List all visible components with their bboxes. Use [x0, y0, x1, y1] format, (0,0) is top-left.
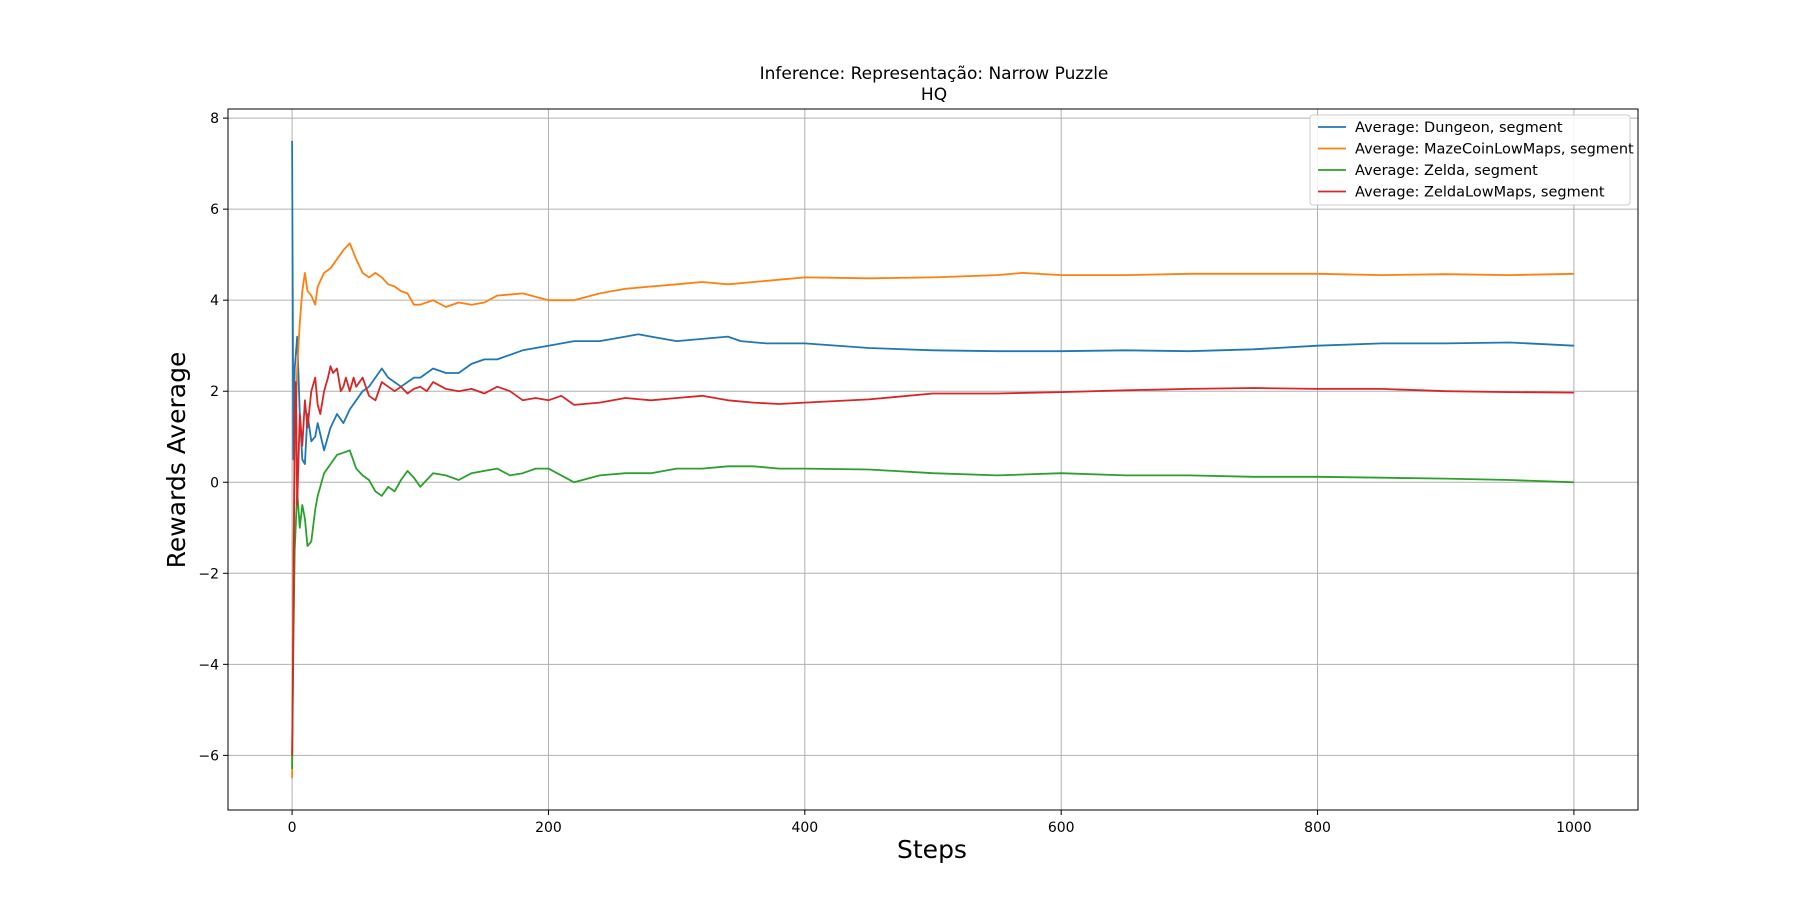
- y-tick-label: 0: [210, 475, 219, 491]
- y-tick-label: −4: [198, 657, 219, 673]
- chart-title-line2: HQ: [921, 85, 947, 105]
- grid-layer: [228, 109, 1638, 810]
- legend-entry-label: Average: ZeldaLowMaps, segment: [1355, 185, 1605, 201]
- y-tick-label: −2: [198, 566, 219, 582]
- chart-title-line1: Inference: Representação: Narrow Puzzle: [760, 64, 1109, 84]
- plot-frame: [227, 108, 1639, 811]
- x-tick-label: 0: [288, 820, 297, 836]
- x-axis-label: Steps: [897, 835, 967, 864]
- series-line-1: [291, 140, 1574, 466]
- y-tick-label: 2: [210, 384, 219, 400]
- y-tick-label: −6: [198, 748, 219, 764]
- series-layer: [291, 140, 1574, 779]
- series-line-4: [291, 365, 1574, 756]
- tick-layer: 0 200 400 600 800 1000 −6 −4 −2 0 2 4 6 8: [198, 111, 1591, 836]
- x-tick-label: 600: [1048, 820, 1075, 836]
- x-tick-label: 400: [791, 820, 818, 836]
- legend-entry-label: Average: Zelda, segment: [1355, 163, 1538, 179]
- legend: Average: Dungeon, segment Average: MazeCo…: [1309, 114, 1634, 206]
- legend-entry-label: Average: Dungeon, segment: [1355, 120, 1563, 136]
- series-line-3: [291, 449, 1574, 770]
- x-tick-label: 1000: [1556, 820, 1592, 836]
- series-line-2: [291, 242, 1574, 779]
- legend-items: Average: Dungeon, segment Average: MazeCo…: [1318, 120, 1634, 201]
- y-tick-label: 8: [210, 111, 219, 127]
- x-tick-label: 800: [1304, 820, 1331, 836]
- y-tick-label: 4: [210, 293, 219, 309]
- legend-entry-label: Average: MazeCoinLowMaps, segment: [1355, 142, 1634, 158]
- y-tick-label: 6: [210, 202, 219, 218]
- x-tick-label: 200: [535, 820, 562, 836]
- y-axis-label: Rewards Average: [162, 352, 191, 569]
- legend-box: [1309, 114, 1631, 206]
